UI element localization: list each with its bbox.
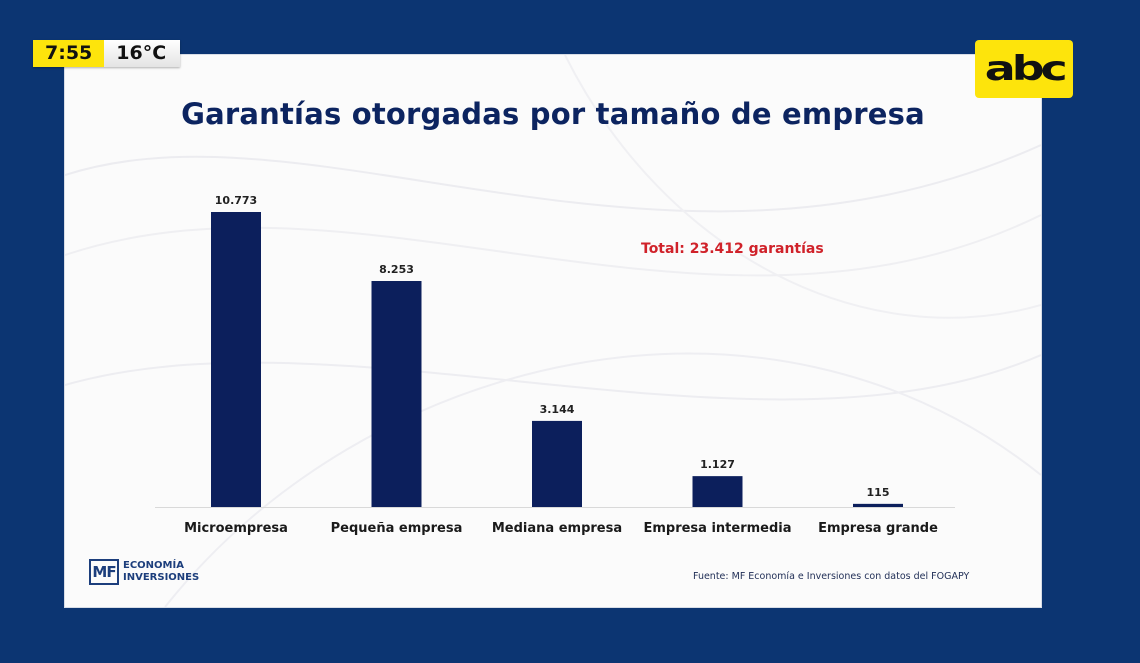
clock-time: 7:55 (33, 40, 105, 67)
background-swirl-decoration (65, 55, 1041, 607)
data-label: 8.253 (379, 263, 414, 276)
mf-logo-text: ECONOMÍA INVERSIONES (123, 560, 199, 584)
mf-logo-mark: MF (89, 559, 119, 585)
data-label: 1.127 (700, 458, 735, 471)
x-tick-label: Microempresa (184, 521, 288, 536)
time-temperature-bug: 7:55 16°C (33, 40, 181, 67)
channel-logo: abc (975, 40, 1073, 98)
mf-logo-line2: INVERSIONES (123, 572, 200, 583)
x-tick-label: Empresa intermedia (643, 521, 791, 536)
data-label: 10.773 (215, 194, 257, 207)
x-tick-label: Pequeña empresa (331, 521, 463, 536)
data-label: 115 (867, 486, 890, 499)
mf-logo-line1: ECONOMÍA (123, 560, 184, 571)
bar-peque-a-empresa (371, 281, 422, 507)
chart-title: Garantías otorgadas por tamaño de empres… (181, 97, 925, 131)
bar-empresa-grande (853, 503, 903, 507)
mf-logo: MF ECONOMÍA INVERSIONES (89, 559, 199, 585)
total-annotation: Total: 23.412 garantías (641, 241, 824, 257)
source-note: Fuente: MF Economía e Inversiones con da… (693, 571, 970, 582)
slide: Garantías otorgadas por tamaño de empres… (64, 54, 1042, 608)
x-tick-label: Mediana empresa (492, 521, 622, 536)
data-label: 3.144 (540, 403, 575, 416)
bar-chart: 10.773 Microempresa 8.253 Pequeña empresa 3.… (155, 194, 955, 536)
temperature: 16°C (104, 40, 181, 67)
bar-mediana-empresa (532, 420, 582, 507)
abc-logo-text: abc (984, 49, 1068, 89)
bar-microempresa (211, 212, 261, 507)
x-tick-label: Empresa grande (818, 521, 938, 536)
bar-empresa-intermedia (692, 476, 743, 507)
